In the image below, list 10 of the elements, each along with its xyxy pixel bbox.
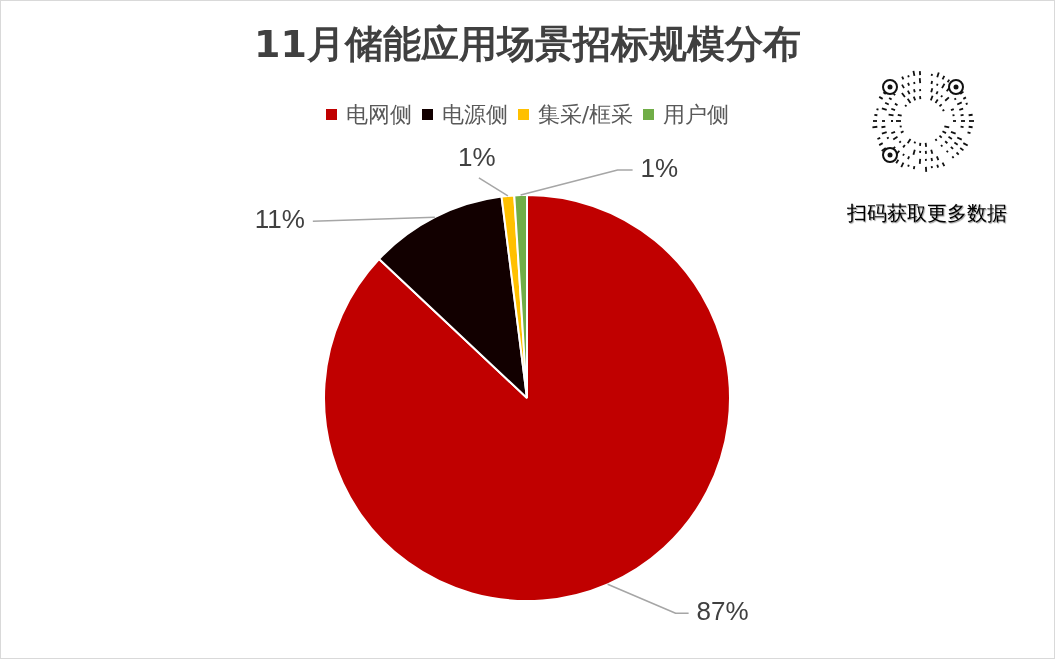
data-label: 87%: [696, 596, 749, 627]
legend-label: 用户侧: [663, 100, 730, 129]
legend-label: 集采/框采: [537, 100, 634, 129]
legend-label: 电源侧: [441, 100, 508, 129]
legend-label: 电网侧: [345, 100, 412, 129]
text: 扫码获取更多数据: [846, 200, 1008, 227]
data-label: 1%: [640, 153, 679, 184]
chart-title: 11月储能应用场景招标规模分布: [253, 21, 802, 68]
data-label: 11%: [254, 204, 305, 235]
data-label: 1%: [458, 142, 496, 173]
